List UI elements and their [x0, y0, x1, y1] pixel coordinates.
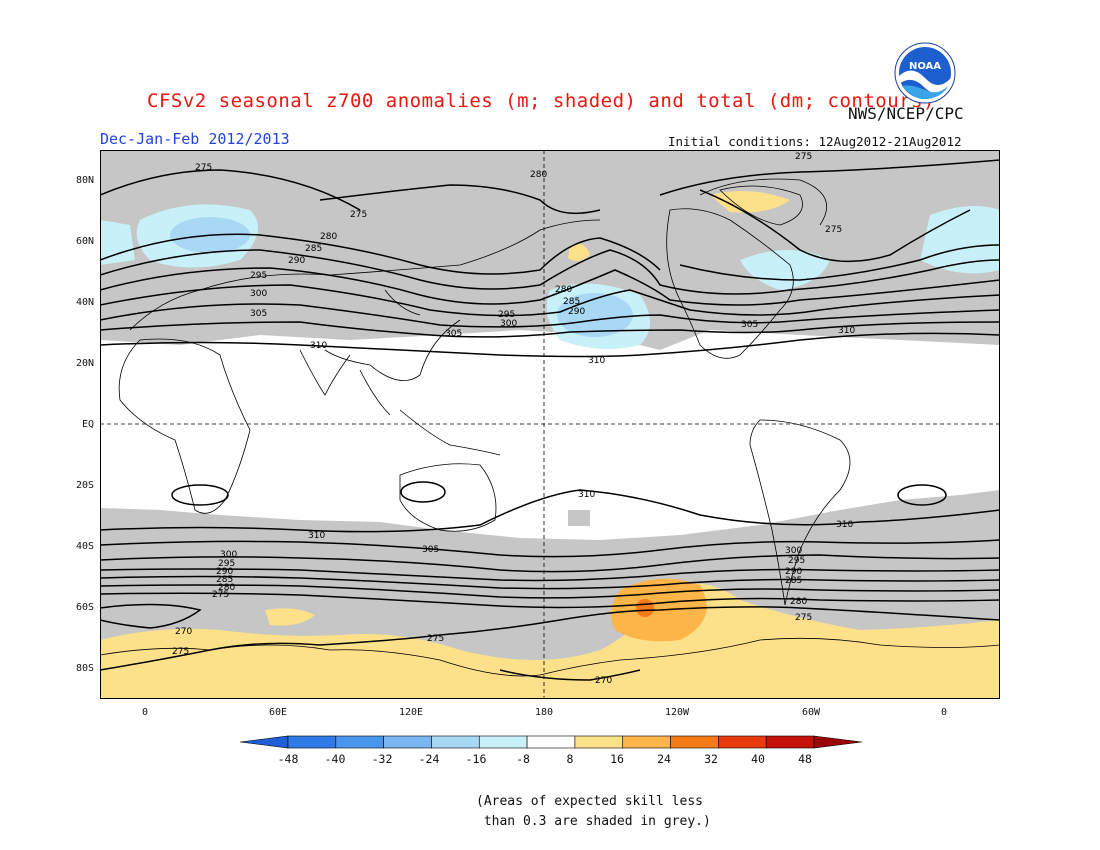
contour-label: 280 [530, 170, 547, 180]
contour-label: 280 [218, 583, 235, 593]
lon-label-120w: 120W [664, 707, 690, 718]
map-frame [100, 150, 1000, 699]
contour-label: 290 [288, 256, 305, 266]
contour-label: 310 [838, 326, 855, 336]
lon-label-180: 180 [534, 707, 554, 718]
contour-label: 300 [250, 289, 267, 299]
contour-label: 275 [172, 647, 189, 657]
contour-label: 275 [350, 210, 367, 220]
contour-label: 275 [795, 613, 812, 623]
colorbar-swatch [431, 735, 480, 749]
colorbar-swatch [574, 735, 624, 749]
contour-label: 295 [788, 556, 805, 566]
colorbar-label: 40 [751, 752, 765, 766]
colorbar-label: 16 [610, 752, 624, 766]
contour-label: 285 [563, 297, 580, 307]
colorbar-label: 48 [798, 752, 812, 766]
lon-label-60w: 60W [801, 707, 821, 718]
contour-label: 280 [790, 597, 807, 607]
contour-label: 285 [216, 575, 233, 585]
colorbar-swatch [622, 735, 671, 749]
coastlines [100, 178, 1000, 677]
contour-label: 275 [795, 152, 812, 162]
svg-text:NOAA: NOAA [909, 61, 941, 72]
contour-label: 305 [445, 329, 462, 339]
colorbar-label: -40 [324, 752, 346, 766]
contour-label: 305 [741, 320, 758, 330]
contour-label: 275 [427, 634, 444, 644]
lat-label-20s: 20S [75, 480, 94, 491]
lon-label-60e: 60E [268, 707, 288, 718]
contour-label: 300 [220, 550, 237, 560]
colorbar-label: -24 [418, 752, 440, 766]
colorbar-label: 8 [566, 752, 574, 766]
contour-label: 300 [785, 546, 802, 556]
colorbar-swatch [478, 735, 528, 749]
lat-label-eq: EQ [81, 419, 94, 430]
contour-label: 310 [588, 356, 605, 366]
lat-label-60n: 60N [75, 236, 94, 247]
organization-label: NWS/NCEP/CPC [848, 104, 964, 123]
colorbar-swatch [335, 735, 384, 749]
contour-label: 295 [218, 559, 235, 569]
contour-label: 275 [195, 163, 212, 173]
colorbar-swatch [813, 735, 862, 749]
initial-conditions-label: Initial conditions: 12Aug2012-21Aug2012 [668, 134, 962, 149]
colorbar-swatch [526, 735, 576, 749]
contour-label: 290 [568, 307, 585, 317]
contour-label: 285 [785, 576, 802, 586]
contour-label: 270 [595, 676, 612, 686]
map-panel: 275 275 280 275 275 280 285 290 295 300 … [100, 150, 1000, 699]
season-label: Dec-Jan-Feb 2012/2013 [100, 130, 290, 148]
contour-label: 305 [422, 545, 439, 555]
height-contours [100, 159, 1000, 681]
skill-note: (Areas of expected skill less than 0.3 a… [476, 794, 711, 829]
lon-label-120e: 120E [398, 707, 424, 718]
contour-label: 310 [578, 490, 595, 500]
lat-label-80s: 80S [75, 663, 94, 674]
lon-label-0: 0 [141, 707, 149, 718]
contour-label: 305 [250, 309, 267, 319]
contour-label: 300 [500, 319, 517, 329]
colorbar-label: -16 [465, 752, 487, 766]
contour-label: 275 [212, 590, 229, 600]
contour-label: 290 [216, 567, 233, 577]
lat-label-20n: 20N [75, 358, 94, 369]
contour-label: 310 [308, 531, 325, 541]
lat-label-60s: 60S [75, 602, 94, 613]
colorbar-label: -48 [277, 752, 299, 766]
colorbar-swatch [670, 735, 719, 749]
contour-label: 295 [250, 271, 267, 281]
contour-label: 310 [836, 520, 853, 530]
contour-label: 290 [785, 567, 802, 577]
colorbar-label: 32 [704, 752, 718, 766]
colorbar-label: -32 [371, 752, 393, 766]
lat-label-80n: 80N [75, 175, 94, 186]
contour-label: 280 [555, 285, 572, 295]
colorbar [240, 735, 862, 749]
contour-label: 275 [825, 225, 842, 235]
colorbar-swatch [765, 735, 815, 749]
contour-label: 270 [175, 627, 192, 637]
lat-label-40s: 40S [75, 541, 94, 552]
lat-label-40n: 40N [75, 297, 94, 308]
contour-label: 310 [310, 341, 327, 351]
colorbar-label: 24 [657, 752, 671, 766]
colorbar-swatch [287, 735, 337, 749]
lon-label-0-east: 0 [940, 707, 948, 718]
contour-labels: 275 275 280 275 275 280 285 290 295 300 … [172, 152, 855, 686]
contour-label: 285 [305, 244, 322, 254]
positive-anomaly-shading [100, 191, 1000, 699]
colorbar-swatch [240, 735, 289, 749]
contour-label: 280 [320, 232, 337, 242]
map-title: CFSv2 seasonal z700 anomalies (m; shaded… [147, 90, 935, 112]
colorbar-swatch [383, 735, 432, 749]
contour-label: 295 [498, 310, 515, 320]
noaa-logo: NOAA [894, 42, 956, 104]
colorbar-label: -8 [516, 752, 530, 766]
colorbar-swatch [718, 735, 767, 749]
